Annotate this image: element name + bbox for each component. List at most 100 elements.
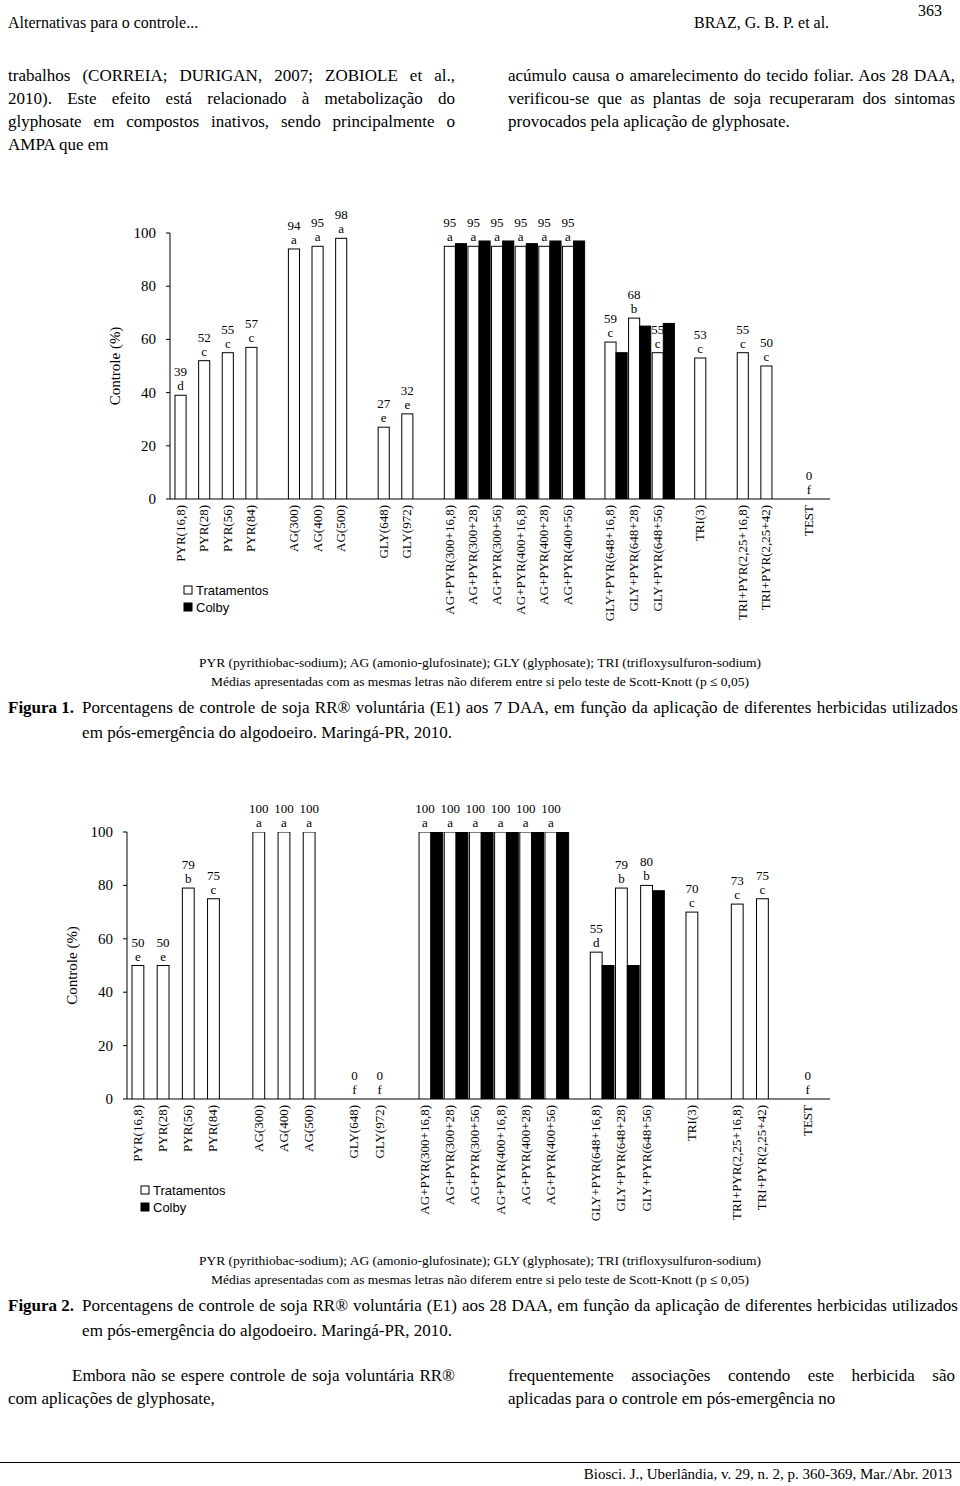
y-tick [166,339,170,340]
category-label: AG+PYR(300+28) [465,505,480,605]
category-label: AG+PYR(300+56) [489,505,504,605]
caption-text: Porcentagens de controle de soja RR® vol… [82,695,958,745]
data-label: 98 [335,207,348,222]
category-label: TRI(3) [684,1105,699,1141]
y-tick-label: 0 [106,1091,114,1107]
significance-letter: a [548,815,554,830]
y-tick-label: 80 [98,877,113,893]
data-label: 53 [694,327,707,342]
significance-letter: c [764,349,770,364]
significance-letter: a [498,815,504,830]
category-label: AG(400) [310,505,325,552]
data-label: 95 [467,215,480,230]
category-label: GLY+PYR(648+56) [639,1105,654,1212]
bar [132,966,144,1100]
bar [550,241,561,499]
bar [378,427,389,499]
significance-letter: a [256,815,262,830]
significance-letter: a [471,229,477,244]
category-label: PYR(56) [220,505,235,552]
bar [803,499,814,500]
category-label: AG(500) [333,505,348,552]
bar [456,832,468,1099]
y-tick-label: 0 [149,491,157,507]
bar [605,342,616,499]
bar [175,395,186,499]
significance-letter: a [447,815,453,830]
bar [629,318,640,499]
category-label: AG+PYR(400+16,8) [493,1105,508,1215]
data-label: 100 [466,801,486,816]
running-title: Alternativas para o controle... [8,14,198,32]
bar [532,832,544,1099]
y-tick [123,1045,127,1046]
bars [132,832,768,1099]
data-label: 57 [245,316,259,331]
y-tick-label: 60 [98,931,113,947]
category-label: AG+PYR(400+28) [518,1105,533,1205]
caption-label: Figura 1. [8,695,74,745]
y-tick-label: 20 [141,438,156,454]
footer-rule [0,1462,960,1463]
bar [615,888,627,1099]
data-label: 50 [157,935,170,950]
bar [506,832,518,1099]
figure-note: Médias apresentadas com as mesmas letras… [0,1272,960,1288]
category-label: PYR(56) [180,1105,195,1152]
data-label: 39 [174,364,187,379]
data-label: 68 [628,287,641,302]
significance-letter: d [593,935,600,950]
significance-letter: f [806,1082,811,1097]
legend-entry: Colby [196,600,230,615]
running-authors: BRAZ, G. B. P. et al. [694,14,829,32]
data-label: 95 [311,215,324,230]
category-label: GLY(972) [372,1105,387,1159]
data-label: 0 [804,1068,811,1083]
bar [303,832,315,1099]
data-label: 55 [590,921,603,936]
category-label: TRI(3) [692,505,707,541]
significance-letter: a [338,221,344,236]
significance-letter: a [281,815,287,830]
data-label: 95 [443,215,456,230]
bar [419,832,431,1099]
data-label: 0 [351,1068,358,1083]
significance-letter: c [655,336,661,351]
data-label: 75 [756,868,769,883]
chart: 020406080100Controle (%)50e50e79b75c100a… [0,790,960,1260]
y-tick-label: 40 [141,385,156,401]
bars [175,238,772,499]
bar [495,832,507,1099]
text-column: frequentemente associações contendo este… [508,1364,955,1410]
category-label: PYR(28) [196,505,211,552]
category-label: GLY+PYR(648+16,8) [588,1105,603,1221]
significance-letter: a [565,229,571,244]
bar [374,1099,386,1100]
data-label: 95 [561,215,574,230]
category-label: TRI+PYR(2,25+16,8) [729,1105,744,1220]
category-label: GLY+PYR(648+28) [613,1105,628,1212]
category-label: GLY+PYR(648+16,8) [602,505,617,621]
y-tick [123,992,127,993]
significance-letter: a [518,229,524,244]
bar [526,244,537,499]
data-label: 27 [377,396,391,411]
data-label: 100 [541,801,561,816]
y-tick [166,445,170,446]
bar [640,326,651,499]
bar [686,912,698,1099]
data-label: 94 [287,218,301,233]
bar [402,414,413,499]
bar [545,832,557,1099]
legend-swatch [141,1203,149,1211]
significance-letter: b [185,871,192,886]
significance-letter: c [740,336,746,351]
bar [492,246,503,499]
bar [481,832,493,1099]
data-label: 79 [182,857,195,872]
significance-letter: c [734,887,740,902]
bar [515,246,526,499]
text-column: Embora não se espere controle de soja vo… [8,1364,455,1410]
y-tick [123,938,127,939]
bar [802,1099,814,1100]
